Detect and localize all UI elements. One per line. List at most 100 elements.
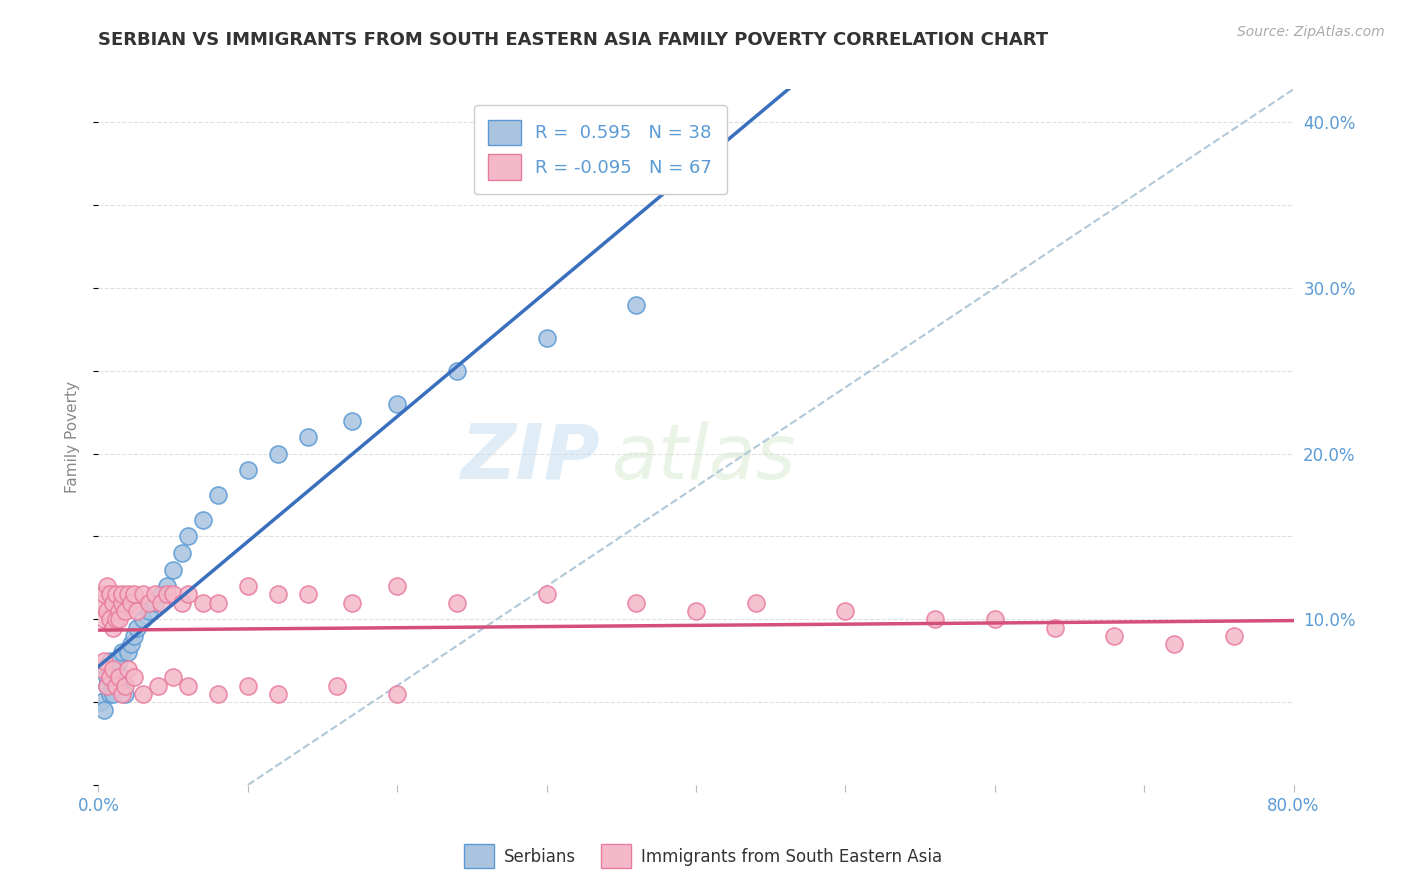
- Point: [132, 587, 155, 601]
- Point: [114, 604, 136, 618]
- Point: [105, 670, 128, 684]
- Point: [117, 645, 139, 659]
- Point: [236, 679, 259, 693]
- Point: [156, 587, 179, 601]
- Point: [1163, 637, 1185, 651]
- Point: [103, 621, 125, 635]
- Point: [1043, 621, 1066, 635]
- Point: [108, 679, 131, 693]
- Point: [148, 679, 170, 693]
- Point: [267, 447, 290, 461]
- Point: [236, 463, 259, 477]
- Point: [90, 596, 112, 610]
- Point: [120, 596, 142, 610]
- Text: SERBIAN VS IMMIGRANTS FROM SOUTH EASTERN ASIA FAMILY POVERTY CORRELATION CHART: SERBIAN VS IMMIGRANTS FROM SOUTH EASTERN…: [98, 31, 1049, 49]
- Point: [105, 612, 128, 626]
- Point: [1104, 629, 1126, 643]
- Point: [93, 612, 115, 626]
- Point: [111, 587, 134, 601]
- Point: [111, 687, 134, 701]
- Point: [236, 579, 259, 593]
- Point: [100, 612, 122, 626]
- Point: [191, 513, 214, 527]
- Point: [150, 596, 173, 610]
- Point: [100, 654, 122, 668]
- Y-axis label: Family Poverty: Family Poverty: [65, 381, 80, 493]
- Point: [267, 687, 290, 701]
- Point: [446, 596, 468, 610]
- Point: [745, 596, 768, 610]
- Point: [124, 670, 146, 684]
- Point: [100, 587, 122, 601]
- Text: Source: ZipAtlas.com: Source: ZipAtlas.com: [1237, 25, 1385, 39]
- Point: [108, 604, 131, 618]
- Point: [924, 612, 946, 626]
- Point: [177, 529, 200, 543]
- Point: [156, 579, 179, 593]
- Point: [162, 670, 184, 684]
- Point: [207, 488, 229, 502]
- Point: [162, 563, 184, 577]
- Point: [984, 612, 1007, 626]
- Point: [90, 662, 112, 676]
- Point: [96, 670, 118, 684]
- Point: [117, 662, 139, 676]
- Point: [446, 364, 468, 378]
- Point: [143, 587, 166, 601]
- Point: [138, 604, 160, 618]
- Point: [105, 662, 128, 676]
- Point: [124, 629, 146, 643]
- Point: [127, 621, 149, 635]
- Point: [150, 587, 173, 601]
- Point: [385, 579, 409, 593]
- Point: [105, 587, 128, 601]
- Point: [834, 604, 856, 618]
- Point: [267, 587, 290, 601]
- Legend: R =  0.595   N = 38, R = -0.095   N = 67: R = 0.595 N = 38, R = -0.095 N = 67: [474, 105, 727, 194]
- Point: [162, 587, 184, 601]
- Point: [124, 587, 146, 601]
- Point: [127, 604, 149, 618]
- Point: [103, 687, 125, 701]
- Point: [177, 679, 200, 693]
- Point: [93, 703, 115, 717]
- Point: [103, 596, 125, 610]
- Point: [172, 546, 194, 560]
- Point: [111, 670, 134, 684]
- Point: [326, 679, 349, 693]
- Point: [685, 604, 707, 618]
- Point: [114, 679, 136, 693]
- Point: [207, 596, 229, 610]
- Point: [108, 612, 131, 626]
- Point: [114, 687, 136, 701]
- Point: [138, 596, 160, 610]
- Point: [93, 654, 115, 668]
- Point: [132, 612, 155, 626]
- Point: [103, 662, 125, 676]
- Point: [536, 587, 558, 601]
- Point: [297, 430, 319, 444]
- Point: [172, 596, 194, 610]
- Point: [191, 596, 214, 610]
- Point: [108, 670, 131, 684]
- Point: [111, 645, 134, 659]
- Point: [385, 687, 409, 701]
- Point: [177, 587, 200, 601]
- Point: [96, 579, 118, 593]
- Point: [1223, 629, 1246, 643]
- Point: [626, 596, 648, 610]
- Text: atlas: atlas: [613, 421, 797, 495]
- Point: [100, 670, 122, 684]
- Point: [93, 587, 115, 601]
- Point: [626, 297, 648, 311]
- Point: [103, 679, 125, 693]
- Point: [108, 654, 131, 668]
- Point: [100, 687, 122, 701]
- Point: [111, 596, 134, 610]
- Text: ZIP: ZIP: [461, 421, 600, 495]
- Point: [105, 679, 128, 693]
- Point: [385, 397, 409, 411]
- Point: [117, 587, 139, 601]
- Point: [297, 587, 319, 601]
- Point: [132, 687, 155, 701]
